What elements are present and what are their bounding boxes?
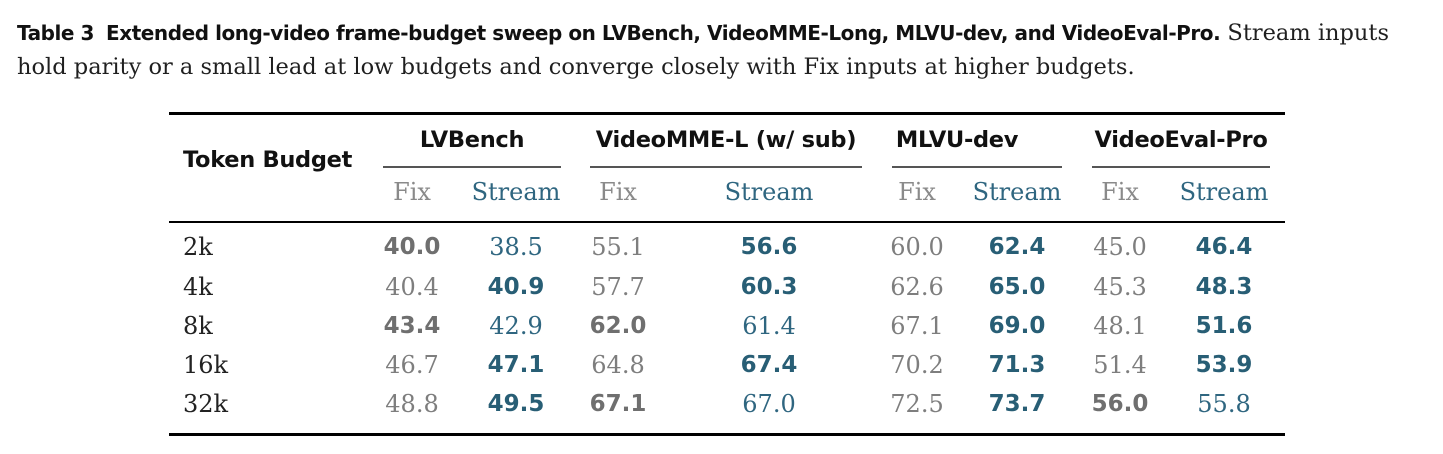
row-label-budget: 16k [183, 351, 229, 379]
table-cell-fix: 55.1 [591, 233, 645, 261]
table-cell-stream-best: 71.3 [988, 352, 1046, 378]
table-cell-fix: 72.5 [890, 390, 944, 418]
group-underline-videomme [590, 166, 862, 168]
group-underline-mlvu [892, 166, 1062, 168]
table-cell-stream-best: 65.0 [988, 274, 1046, 300]
table-cell-fix: 45.3 [1093, 273, 1147, 301]
table-cell-stream: 42.9 [489, 312, 543, 340]
table-cell-stream-best: 53.9 [1195, 352, 1253, 378]
caption-label: Table 3 [17, 21, 95, 45]
row-label-budget: 32k [183, 390, 229, 418]
table-bottom-rule [169, 433, 1285, 436]
table-cell-stream-best: 62.4 [988, 234, 1046, 260]
subheader-stream: Stream [724, 178, 814, 206]
table-cell-fix: 70.2 [890, 351, 944, 379]
subheader-fix: Fix [898, 178, 936, 206]
subheader-fix: Fix [393, 178, 431, 206]
table-cell-fix: 64.8 [591, 351, 645, 379]
row-label-budget: 8k [183, 312, 213, 340]
table-cell-fix-best: 56.0 [1091, 391, 1149, 417]
subheader-stream: Stream [471, 178, 561, 206]
table-cell-stream-best: 48.3 [1195, 274, 1253, 300]
table-cell-fix: 62.6 [890, 273, 944, 301]
benchmark-header-videomme: VideoMME-L (w/ sub) [595, 127, 857, 153]
table-cell-stream-best: 46.4 [1195, 234, 1253, 260]
table-cell-fix: 45.0 [1093, 233, 1147, 261]
table-cell-stream-best: 67.4 [740, 352, 798, 378]
table-cell-fix-best: 62.0 [589, 313, 647, 339]
subheader-stream: Stream [972, 178, 1062, 206]
caption-text: Stream inputs hold parity or a small lea… [17, 20, 1390, 80]
subheader-fix: Fix [599, 178, 637, 206]
table-cell-stream-best: 73.7 [988, 391, 1046, 417]
subheader-fix: Fix [1101, 178, 1139, 206]
table-mid-rule [169, 221, 1285, 223]
row-header-token-budget: Token Budget [183, 147, 353, 173]
group-underline-lvbench [383, 166, 561, 168]
subheader-stream: Stream [1179, 178, 1269, 206]
table-caption: Table 3 Extended long-video frame-budget … [17, 16, 1432, 84]
benchmark-header-mlvu: MLVU-dev [895, 127, 1019, 153]
row-label-budget: 2k [183, 233, 213, 261]
table-cell-stream: 55.8 [1197, 390, 1251, 418]
benchmark-header-videoevalpro: VideoEval-Pro [1094, 127, 1268, 153]
table-cell-stream-best: 49.5 [487, 391, 545, 417]
table-cell-fix: 60.0 [890, 233, 944, 261]
table-cell-fix: 48.8 [385, 390, 439, 418]
table-cell-fix-best: 40.0 [383, 234, 441, 260]
caption-title: Extended long-video frame-budget sweep o… [106, 21, 1221, 45]
table-cell-fix: 40.4 [385, 273, 439, 301]
table-cell-stream-best: 69.0 [988, 313, 1046, 339]
benchmark-header-lvbench: LVBench [419, 127, 525, 153]
table-cell-fix: 51.4 [1093, 351, 1147, 379]
table-cell-stream: 61.4 [742, 312, 796, 340]
row-label-budget: 4k [183, 273, 213, 301]
table-cell-stream-best: 47.1 [487, 352, 545, 378]
table-cell-fix: 67.1 [890, 312, 944, 340]
table-cell-stream-best: 60.3 [740, 274, 798, 300]
table-cell-stream: 38.5 [489, 233, 543, 261]
group-underline-videoevalpro [1092, 166, 1270, 168]
table-cell-fix-best: 43.4 [383, 313, 441, 339]
table-top-rule [169, 112, 1285, 115]
table-cell-stream-best: 51.6 [1195, 313, 1253, 339]
table-cell-stream-best: 40.9 [487, 274, 545, 300]
table-cell-fix: 57.7 [591, 273, 645, 301]
table-cell-fix: 46.7 [385, 351, 439, 379]
table-cell-stream: 67.0 [742, 390, 796, 418]
table-cell-fix: 48.1 [1093, 312, 1147, 340]
table-cell-stream-best: 56.6 [740, 234, 798, 260]
table-cell-fix-best: 67.1 [589, 391, 647, 417]
